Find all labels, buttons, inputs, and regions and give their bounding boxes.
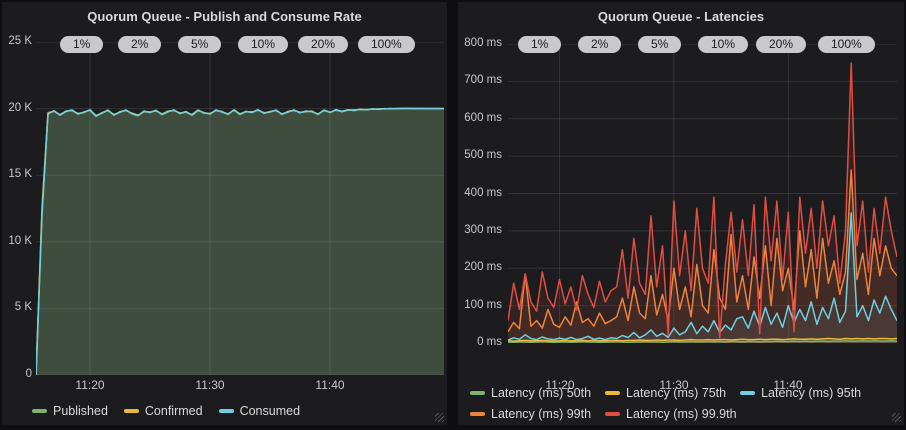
y-axis-tick-label: 10 K [8,235,32,247]
legend-label: Latency (ms) 99th [491,407,592,421]
annotation-pill-100pct[interactable]: 100% [358,36,415,53]
legend-row-2: Latency (ms) 99th Latency (ms) 99.9th [470,407,737,421]
x-axis-tick-label: 11:30 [195,378,225,392]
panel-latencies: Quorum Queue - Latencies 800 ms 700 ms 6… [458,2,904,425]
annotation-pill-100pct[interactable]: 100% [818,36,875,53]
annotation-pill-5pct[interactable]: 5% [638,36,682,53]
x-axis-tick-label: 11:20 [75,378,105,392]
legend-label: Latency (ms) 99.9th [626,407,737,421]
legend-item-latency-99-9th[interactable]: Latency (ms) 99.9th [605,407,737,421]
legend-item-published[interactable]: Published [32,404,108,418]
y-axis-tick-label: 700 ms [464,74,502,86]
legend-item-latency-99th[interactable]: Latency (ms) 99th [470,407,591,421]
y-axis-tick-label: 100 ms [464,299,502,311]
x-axis-tick-label: 11:30 [659,378,689,392]
rate-chart-plot-area[interactable] [36,42,444,375]
annotation-pill-10pct[interactable]: 10% [238,36,289,53]
legend-item-confirmed[interactable]: Confirmed [123,404,203,418]
y-axis-tick-label: 600 ms [464,112,502,124]
legend-swatch [605,412,621,416]
legend-label: Latency (ms) 50th [491,386,592,400]
legend-item-latency-50th[interactable]: Latency (ms) 50th [470,386,591,400]
legend-swatch [218,409,234,413]
legend-label: Published [53,404,108,418]
annotation-pill-2pct[interactable]: 2% [118,36,162,53]
x-axis-tick-label: 11:40 [773,378,803,392]
panel-resize-handle-icon[interactable] [892,413,901,422]
annotation-pill-2pct[interactable]: 2% [578,36,622,53]
annotation-pill-20pct[interactable]: 20% [756,36,807,53]
y-axis-tick-label: 15 K [8,168,32,180]
legend-label: Confirmed [144,404,203,418]
legend-swatch [740,391,756,395]
legend-swatch [470,412,485,416]
annotation-pill-5pct[interactable]: 5% [178,36,222,53]
y-axis-tick-label: 20 K [8,102,32,114]
y-axis-tick-label: 0 [25,368,32,380]
y-axis-tick-label: 0 ms [477,336,502,348]
legend-swatch [605,391,621,395]
x-axis-tick-label: 11:40 [315,378,345,392]
legend-swatch [470,391,485,395]
annotation-pill-1pct[interactable]: 1% [518,36,562,53]
legend-swatch [123,409,139,413]
y-axis-tick-label: 300 ms [464,224,502,236]
latency-chart-plot-area[interactable] [508,44,897,343]
annotation-pill-10pct[interactable]: 10% [698,36,749,53]
y-axis-tick-label: 200 ms [464,261,502,273]
legend-label: Latency (ms) 95th [761,386,862,400]
x-axis-tick-label: 11:20 [545,378,575,392]
legend-label: Latency (ms) 75th [626,386,727,400]
legend-swatch [32,409,47,413]
legend-item-latency-95th[interactable]: Latency (ms) 95th [740,386,861,400]
legend-item-consumed[interactable]: Consumed [218,404,301,418]
y-axis-tick-label: 500 ms [464,149,502,161]
panel-title[interactable]: Quorum Queue - Publish and Consume Rate [87,9,362,24]
panel-title[interactable]: Quorum Queue - Latencies [597,9,765,24]
y-axis-tick-label: 5 K [14,301,32,313]
legend-item-latency-75th[interactable]: Latency (ms) 75th [605,386,726,400]
panel-resize-handle-icon[interactable] [435,413,444,422]
panel-publish-consume-rate: Quorum Queue - Publish and Consume Rate … [2,2,447,425]
y-axis-tick-label: 400 ms [464,187,502,199]
annotation-pill-1pct[interactable]: 1% [60,36,104,53]
legend-row-1: Latency (ms) 50th Latency (ms) 75th Late… [470,386,861,400]
y-axis-tick-label: 800 ms [464,37,502,49]
annotation-pill-20pct[interactable]: 20% [298,36,349,53]
legend-label: Consumed [239,404,301,418]
y-axis-tick-label: 25 K [8,35,32,47]
legend: Published Confirmed Consumed [32,404,300,418]
